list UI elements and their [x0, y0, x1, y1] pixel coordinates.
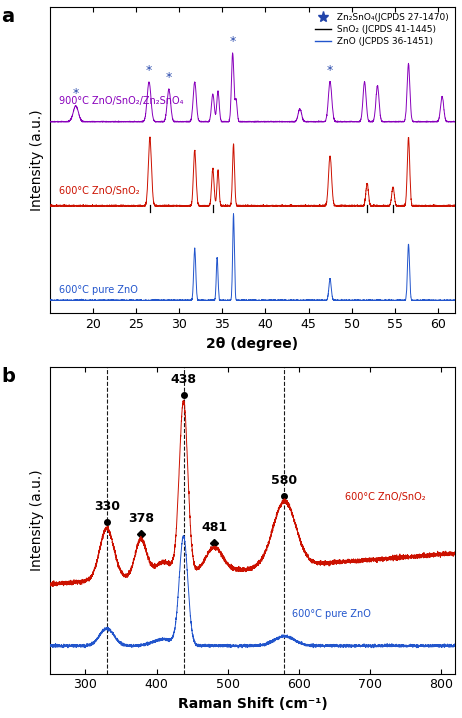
Text: 900°C ZnO/SnO₂/Zn₂SnO₄: 900°C ZnO/SnO₂/Zn₂SnO₄	[59, 96, 183, 106]
Text: 600°C pure ZnO: 600°C pure ZnO	[59, 285, 137, 295]
Y-axis label: Intensity (a.u.): Intensity (a.u.)	[30, 109, 44, 211]
Text: 600°C ZnO/SnO₂: 600°C ZnO/SnO₂	[59, 186, 139, 196]
Text: 580: 580	[271, 474, 298, 488]
X-axis label: Raman Shift (cm⁻¹): Raman Shift (cm⁻¹)	[177, 697, 328, 711]
Text: 438: 438	[170, 373, 196, 386]
Y-axis label: Intensity (a.u.): Intensity (a.u.)	[30, 470, 44, 572]
Text: *: *	[166, 71, 172, 84]
Text: 378: 378	[128, 512, 154, 526]
Text: *: *	[73, 88, 79, 101]
X-axis label: 2θ (degree): 2θ (degree)	[207, 337, 298, 350]
Text: 600°C pure ZnO: 600°C pure ZnO	[292, 609, 371, 619]
Text: 600°C ZnO/SnO₂: 600°C ZnO/SnO₂	[345, 492, 426, 502]
Legend:  Zn₂SnO₄(JCPDS 27-1470),  SnO₂ (JCPDS 41-1445),  ZnO (JCPDS 36-1451): Zn₂SnO₄(JCPDS 27-1470), SnO₂ (JCPDS 41-1…	[313, 11, 450, 47]
Text: *: *	[230, 34, 236, 47]
Text: 481: 481	[201, 521, 227, 534]
Text: *: *	[327, 63, 333, 77]
Text: a: a	[1, 7, 14, 26]
Text: b: b	[1, 368, 15, 386]
Text: 330: 330	[94, 500, 120, 513]
Text: *: *	[146, 64, 152, 77]
